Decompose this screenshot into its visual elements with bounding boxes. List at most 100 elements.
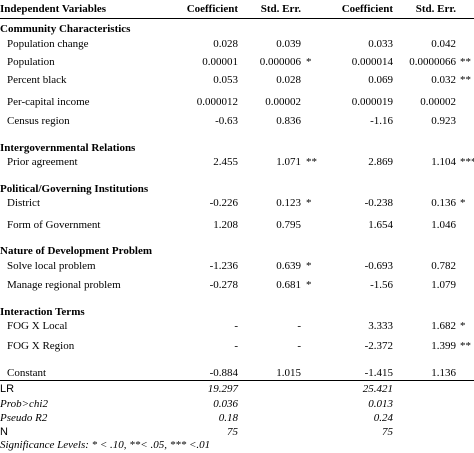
coef-model-2: -1.16	[370, 115, 393, 127]
se-model-1: 1.071	[276, 156, 301, 168]
coef-model-1: -	[234, 320, 238, 332]
coef-model-1: -0.884	[209, 367, 238, 379]
section-row: Nature of Development Problem	[0, 242, 474, 260]
row-label: FOG X Local	[7, 320, 68, 332]
stars-model-2: *	[460, 197, 466, 209]
se-model-1: 0.681	[276, 279, 301, 291]
header-std-err-1: Std. Err.	[260, 3, 301, 15]
section-row: Political/Governing Institutions	[0, 180, 474, 198]
section-interaction: Interaction Terms	[0, 306, 85, 318]
stat-model-2: 75	[382, 426, 393, 438]
se-model-1: 0.000006	[259, 56, 301, 68]
section-row: Community Characteristics	[0, 20, 474, 38]
coef-model-1: -0.226	[209, 197, 238, 209]
header-rule	[0, 18, 474, 19]
coef-model-2: 0.069	[368, 74, 393, 86]
stars-model-1: *	[306, 197, 312, 209]
stat-label: Prob>chi2	[0, 398, 48, 410]
se-model-1: 0.836	[276, 115, 301, 127]
row-label: Form of Government	[7, 219, 101, 231]
row-label: Prior agreement	[7, 156, 78, 168]
coef-model-1: -0.278	[209, 279, 238, 291]
se-model-2: 1.046	[431, 219, 456, 231]
stars-model-1: *	[306, 56, 312, 68]
se-model-2: 1.079	[431, 279, 456, 291]
stat-row: Pseudo R2 0.18 0.24	[0, 411, 474, 426]
section-community: Community Characteristics	[0, 23, 131, 35]
stat-label: Pseudo R2	[0, 412, 48, 424]
stars-model-2: **	[460, 340, 471, 352]
row-label: Manage regional problem	[7, 279, 121, 291]
se-model-2: 0.136	[431, 197, 456, 209]
coef-model-2: -0.238	[364, 197, 393, 209]
header-coefficient-2: Coefficient	[341, 3, 393, 15]
table-row: Population 0.00001 0.000006 * 0.000014 0…	[0, 53, 474, 71]
coef-model-1: 2.455	[213, 156, 238, 168]
row-label: District	[7, 197, 40, 209]
se-model-1: -	[297, 320, 301, 332]
table-row: District -0.226 0.123 * -0.238 0.136 *	[0, 194, 474, 212]
coef-model-1: 0.053	[213, 74, 238, 86]
stat-row: Prob>chi2 0.036 0.013	[0, 397, 474, 412]
coef-model-1: 0.00001	[202, 56, 238, 68]
se-model-2: 0.0000066	[409, 56, 456, 68]
section-nature: Nature of Development Problem	[0, 245, 153, 257]
se-model-2: 0.00002	[420, 96, 456, 108]
se-model-2: 1.399	[431, 340, 456, 352]
stars-model-2: ***	[460, 156, 474, 168]
stat-label: N	[0, 426, 8, 438]
stat-model-2: 0.24	[373, 412, 393, 424]
se-model-2: 0.782	[431, 260, 456, 272]
se-model-2: 1.136	[431, 367, 456, 379]
table-row: Population change 0.028 0.039 0.033 0.04…	[0, 35, 474, 53]
table-row: Manage regional problem -0.278 0.681 * -…	[0, 276, 474, 294]
coef-model-2: 2.869	[368, 156, 393, 168]
section-intergovernmental: Intergovernmental Relations	[0, 142, 136, 154]
section-row: Intergovernmental Relations	[0, 139, 474, 157]
row-label: Census region	[7, 115, 70, 127]
stat-model-1: 0.18	[218, 412, 238, 424]
section-row: Interaction Terms	[0, 303, 474, 321]
stat-model-2: 25.421	[362, 383, 393, 395]
stars-model-2: **	[460, 56, 471, 68]
stat-label: LR	[0, 383, 15, 395]
table-row: Census region -0.63 0.836 -1.16 0.923	[0, 112, 474, 130]
table-row: Solve local problem -1.236 0.639 * -0.69…	[0, 257, 474, 275]
section-political: Political/Governing Institutions	[0, 183, 149, 195]
row-label: Constant	[7, 367, 47, 379]
se-model-2: 1.682	[431, 320, 456, 332]
coef-model-2: -1.56	[370, 279, 393, 291]
coef-model-2: 0.000014	[351, 56, 393, 68]
table-row: Form of Government 1.208 0.795 1.654 1.0…	[0, 216, 474, 234]
coef-model-2: 3.333	[368, 320, 393, 332]
se-model-1: 0.028	[276, 74, 301, 86]
coef-model-2: -2.372	[364, 340, 393, 352]
header-coefficient-1: Coefficient	[186, 3, 238, 15]
coef-model-1: 1.208	[213, 219, 238, 231]
stat-model-1: 19.297	[207, 383, 238, 395]
stats-rule	[0, 380, 474, 381]
se-model-1: 0.039	[276, 38, 301, 50]
se-model-2: 0.923	[431, 115, 456, 127]
stat-row: N 75 75	[0, 425, 474, 440]
row-label: Population change	[7, 38, 89, 50]
se-model-1: 0.123	[276, 197, 301, 209]
table-row: FOG X Region - - -2.372 1.399 **	[0, 337, 474, 355]
stat-model-1: 0.036	[213, 398, 238, 410]
stat-model-1: 75	[227, 426, 238, 438]
row-label: Per-capital income	[7, 96, 90, 108]
table-row: Percent black 0.053 0.028 0.069 0.032 **	[0, 71, 474, 89]
coef-model-1: -1.236	[209, 260, 238, 272]
se-model-2: 1.104	[431, 156, 456, 168]
coef-model-2: -0.693	[364, 260, 393, 272]
stars-model-1: *	[306, 260, 312, 272]
table-row: Prior agreement 2.455 1.071 ** 2.869 1.1…	[0, 153, 474, 171]
stars-model-1: *	[306, 279, 312, 291]
se-model-1: -	[297, 340, 301, 352]
stat-row: LR 19.297 25.421	[0, 382, 474, 397]
header-row: Independent Variables Coefficient Std. E…	[0, 0, 474, 18]
se-model-2: 0.042	[431, 38, 456, 50]
coef-model-2: 1.654	[368, 219, 393, 231]
coef-model-1: -0.63	[215, 115, 238, 127]
coef-model-1: 0.000012	[196, 96, 238, 108]
